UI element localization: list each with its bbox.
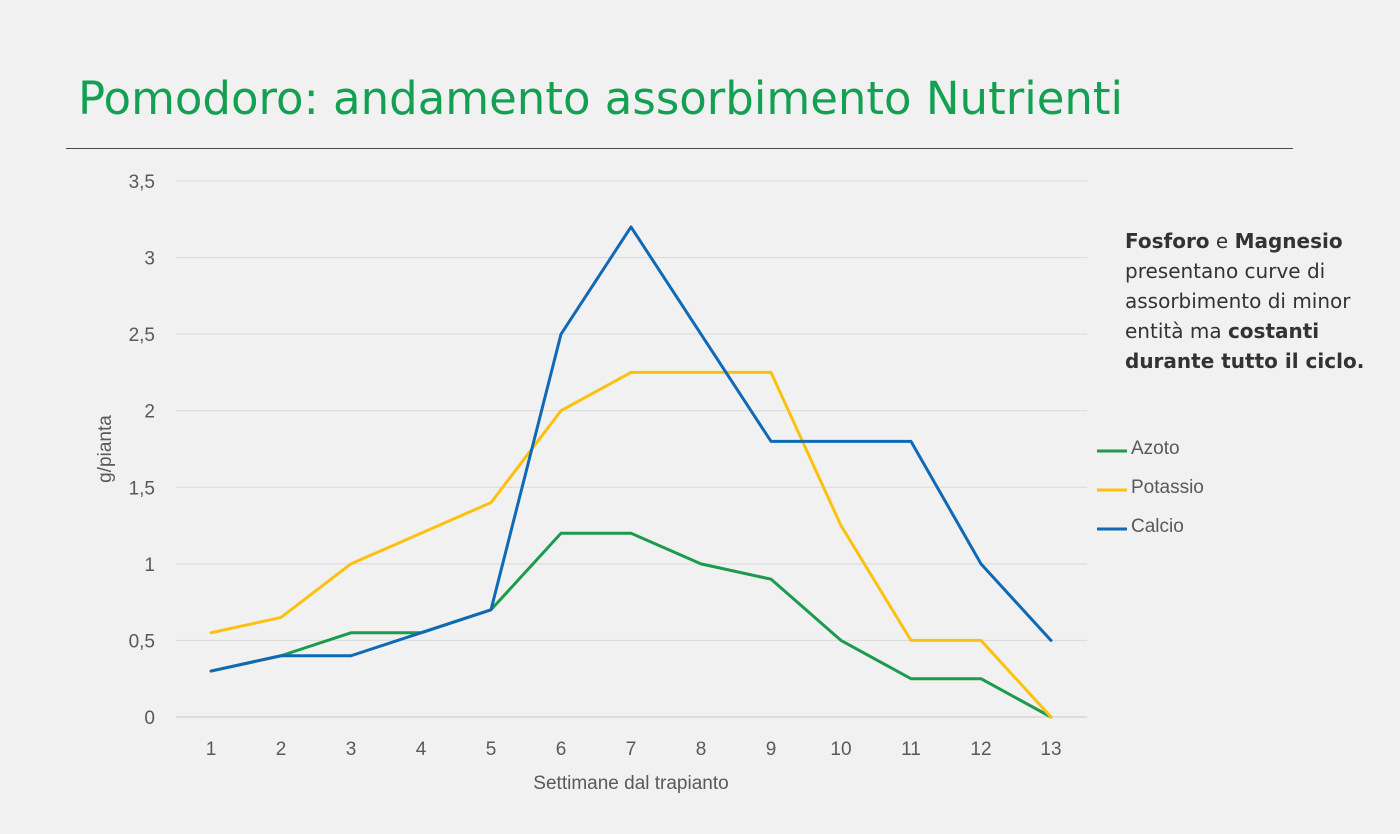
series-line-potassio — [209, 370, 1053, 719]
x-axis-label: Settimane dal trapianto — [533, 773, 728, 794]
x-tick-label: 3 — [346, 739, 357, 760]
x-tick-label: 9 — [766, 739, 777, 760]
x-tick-label: 6 — [556, 739, 567, 760]
x-tick-label: 5 — [486, 739, 497, 760]
y-tick-label: 2 — [144, 402, 155, 423]
page-title: Pomodoro: andamento assorbimento Nutrien… — [78, 72, 1124, 125]
x-tick-label: 7 — [626, 739, 637, 760]
y-tick-label: 2,5 — [129, 325, 155, 346]
y-tick-label: 0,5 — [129, 631, 155, 652]
title-divider — [66, 148, 1293, 149]
legend-label-azoto: Azoto — [1131, 438, 1180, 459]
y-axis-label: g/pianta — [95, 415, 116, 483]
x-tick-label: 2 — [276, 739, 287, 760]
y-tick-label: 3 — [144, 249, 155, 270]
note-bold-costanti: costanti durante tutto il ciclo. — [1125, 319, 1365, 373]
x-tick-label: 4 — [416, 739, 427, 760]
x-tick-label: 13 — [1040, 739, 1061, 760]
legend-label-calcio: Calcio — [1131, 516, 1184, 537]
legend-label-potassio: Potassio — [1131, 477, 1204, 498]
x-tick-label: 1 — [206, 739, 217, 760]
note-bold-magnesio: Magnesio — [1234, 229, 1343, 253]
note-text-e: e — [1209, 229, 1235, 253]
note-bold-fosforo: Fosforo — [1125, 229, 1210, 253]
y-tick-label: 0 — [144, 708, 155, 729]
note-text-body: presentano curve di assorbimento di mino… — [1125, 259, 1351, 343]
x-tick-label: 10 — [830, 739, 851, 760]
y-tick-label: 1 — [144, 555, 155, 576]
side-note: Fosforo e Magnesio presentano curve di a… — [1125, 226, 1387, 376]
x-tick-label: 12 — [970, 739, 991, 760]
x-tick-label: 8 — [696, 739, 707, 760]
series-line-calcio — [209, 225, 1053, 673]
x-tick-label: 11 — [901, 739, 921, 760]
y-tick-label: 3,5 — [129, 172, 155, 193]
y-tick-label: 1,5 — [129, 478, 155, 499]
series-line-azoto — [209, 531, 1053, 719]
